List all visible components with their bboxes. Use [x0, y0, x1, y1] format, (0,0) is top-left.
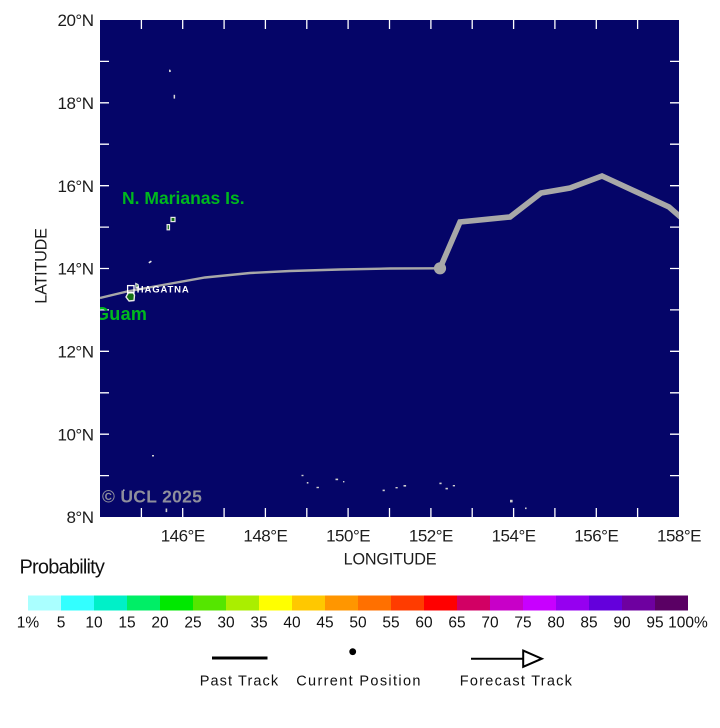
svg-text:Current Position: Current Position [296, 674, 422, 690]
svg-text:15: 15 [118, 615, 135, 632]
svg-text:20: 20 [151, 615, 169, 632]
svg-text:158°E: 158°E [657, 527, 701, 546]
svg-text:10: 10 [85, 615, 103, 632]
svg-text:35: 35 [250, 615, 267, 632]
svg-text:150°E: 150°E [326, 527, 370, 546]
svg-text:LATITUDE: LATITUDE [33, 228, 51, 304]
svg-text:70: 70 [481, 615, 499, 632]
svg-text:30: 30 [217, 615, 235, 632]
svg-text:154°E: 154°E [492, 527, 536, 546]
svg-text:45: 45 [316, 615, 333, 632]
svg-text:8°N: 8°N [66, 508, 93, 527]
svg-text:12°N: 12°N [58, 343, 94, 362]
svg-text:80: 80 [547, 615, 565, 632]
svg-text:10°N: 10°N [58, 425, 94, 444]
svg-text:152°E: 152°E [409, 527, 453, 546]
svg-text:LONGITUDE: LONGITUDE [344, 551, 437, 569]
svg-text:HAGATNA: HAGATNA [137, 285, 190, 296]
svg-text:Guam: Guam [95, 304, 147, 324]
svg-text:N. Marianas Is.: N. Marianas Is. [122, 188, 245, 208]
svg-text:60: 60 [415, 615, 433, 632]
svg-text:55: 55 [382, 615, 399, 632]
svg-text:146°E: 146°E [161, 527, 205, 546]
svg-text:65: 65 [448, 615, 465, 632]
svg-text:Forecast Track: Forecast Track [460, 674, 573, 690]
svg-text:20°N: 20°N [58, 11, 94, 30]
svg-text:5: 5 [57, 615, 66, 632]
svg-text:148°E: 148°E [243, 527, 287, 546]
svg-text:75: 75 [514, 615, 531, 632]
svg-text:90: 90 [613, 615, 631, 632]
svg-text:25: 25 [184, 615, 201, 632]
svg-text:85: 85 [580, 615, 597, 632]
svg-text:© UCL 2025: © UCL 2025 [102, 487, 202, 507]
svg-text:16°N: 16°N [58, 177, 94, 196]
svg-text:95: 95 [646, 615, 663, 632]
svg-text:50: 50 [349, 615, 367, 632]
svg-text:14°N: 14°N [58, 260, 94, 279]
svg-text:Probability: Probability [20, 557, 105, 579]
svg-text:156°E: 156°E [574, 527, 618, 546]
svg-text:1%: 1% [17, 615, 40, 632]
svg-text:Past Track: Past Track [200, 674, 280, 690]
svg-text:100%: 100% [668, 615, 708, 632]
svg-text:18°N: 18°N [58, 94, 94, 113]
svg-text:40: 40 [283, 615, 301, 632]
